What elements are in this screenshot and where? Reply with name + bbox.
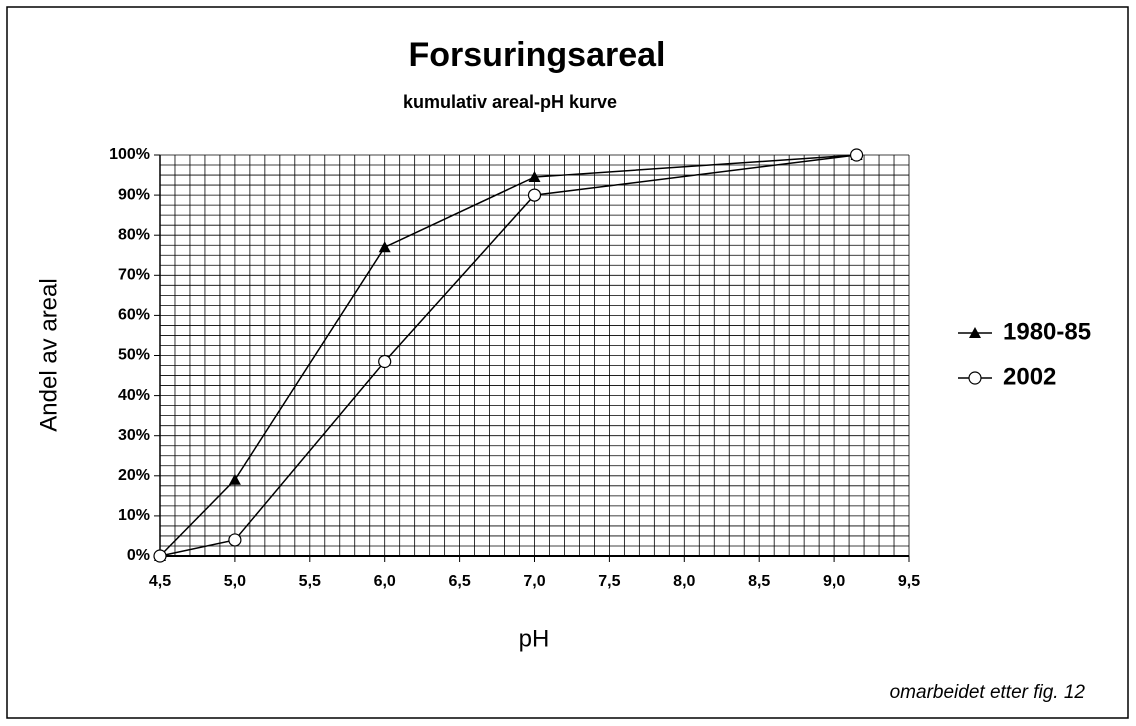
frame [6, 6, 1129, 719]
x-tick-label: 4,5 [149, 573, 171, 590]
marker [228, 533, 242, 547]
x-axis-label: pH [519, 625, 550, 652]
legend-label: 2002 [1003, 363, 1056, 390]
marker [969, 327, 981, 338]
x-tick-label: 8,0 [673, 573, 695, 590]
y-tick-label: 90% [118, 186, 150, 203]
marker [968, 371, 982, 385]
x-tick-label: 9,0 [823, 573, 845, 590]
marker [153, 549, 167, 563]
y-tick-label: 0% [127, 547, 150, 564]
y-tick-label: 100% [109, 146, 150, 163]
chart-subtitle: kumulativ areal-pH kurve [403, 92, 617, 112]
chart-title: Forsuringsareal [409, 36, 666, 74]
x-tick-label: 7,5 [598, 573, 620, 590]
annotation: omarbeidet etter fig. 12 [890, 682, 1086, 703]
y-tick-label: 70% [118, 267, 150, 284]
marker [228, 473, 241, 485]
x-tick-label: 5,5 [299, 573, 321, 590]
marker [849, 148, 864, 162]
x-tick-label: 7,0 [523, 573, 545, 590]
marker [528, 171, 541, 183]
legend-label: 1980-85 [1003, 318, 1091, 345]
y-tick-label: 40% [118, 387, 150, 404]
y-tick-label: 10% [118, 507, 150, 524]
y-tick-label: 20% [118, 467, 150, 484]
y-tick-label: 50% [118, 347, 150, 364]
marker [378, 354, 392, 369]
y-tick-label: 30% [118, 427, 150, 444]
x-tick-label: 8,5 [748, 573, 770, 590]
y-tick-label: 80% [118, 226, 150, 243]
y-axis-label: Andel av areal [35, 278, 62, 431]
y-tick-label: 60% [118, 307, 150, 324]
marker [527, 188, 542, 202]
x-tick-label: 5,0 [224, 573, 246, 590]
x-tick-label: 6,0 [374, 573, 396, 590]
x-tick-label: 9,5 [898, 573, 920, 590]
marker [378, 241, 391, 253]
x-tick-label: 6,5 [448, 573, 470, 590]
